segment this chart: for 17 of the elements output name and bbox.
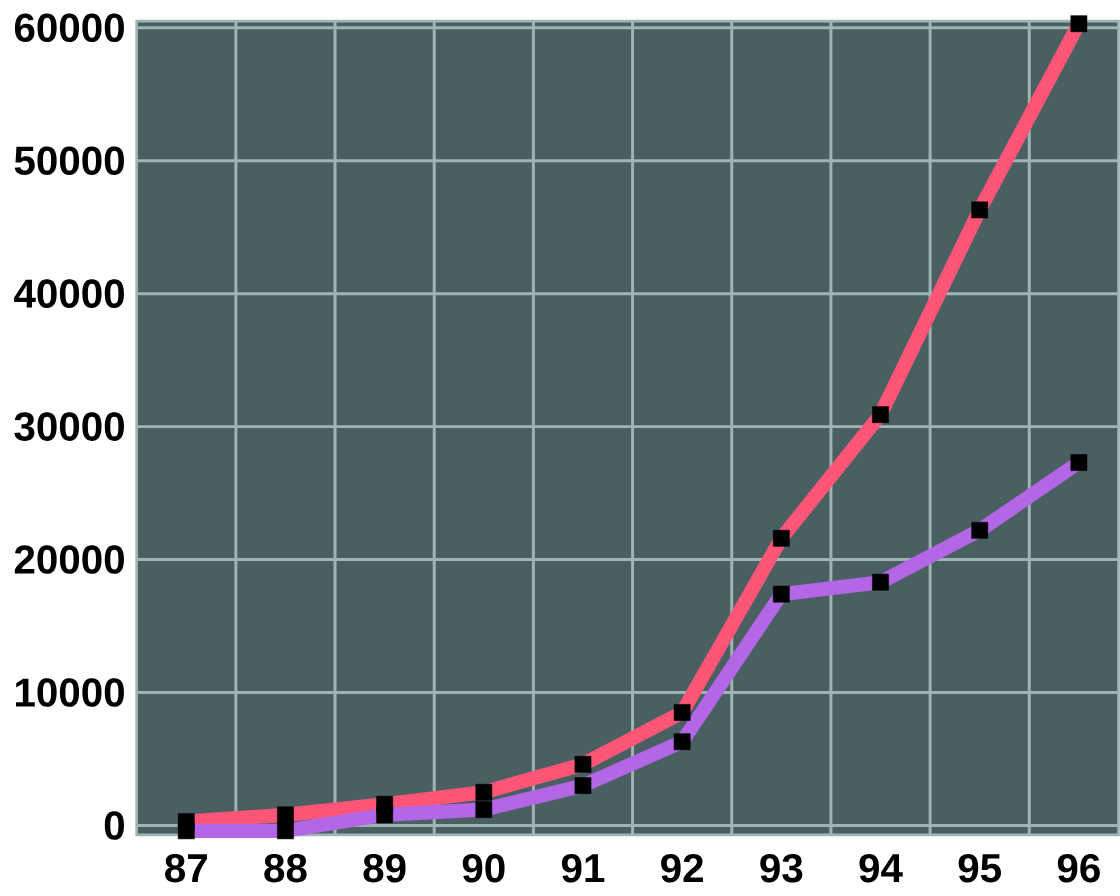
y-tick-label: 60000 [14,13,124,43]
y-tick-label: 40000 [14,279,124,308]
y-tick-label: 30000 [14,412,124,441]
x-tick-label: 87 [165,853,207,883]
x-tick-label: 94 [859,853,903,883]
y-tick-label: 50000 [14,146,124,175]
y-tick-label: 20000 [14,545,124,574]
x-tick-label: 96 [1057,853,1100,883]
y-tick-label: 0 [104,811,124,840]
y-tick-label: 10000 [15,678,124,707]
x-tick-label: 89 [363,853,406,883]
x-tick-label: 88 [264,853,307,883]
x-tick-label: 90 [462,853,505,883]
x-tick-label: 95 [958,853,1002,883]
x-tick-label: 91 [561,853,605,883]
x-tick-label: 93 [760,853,803,883]
x-tick-label: 92 [661,853,703,883]
